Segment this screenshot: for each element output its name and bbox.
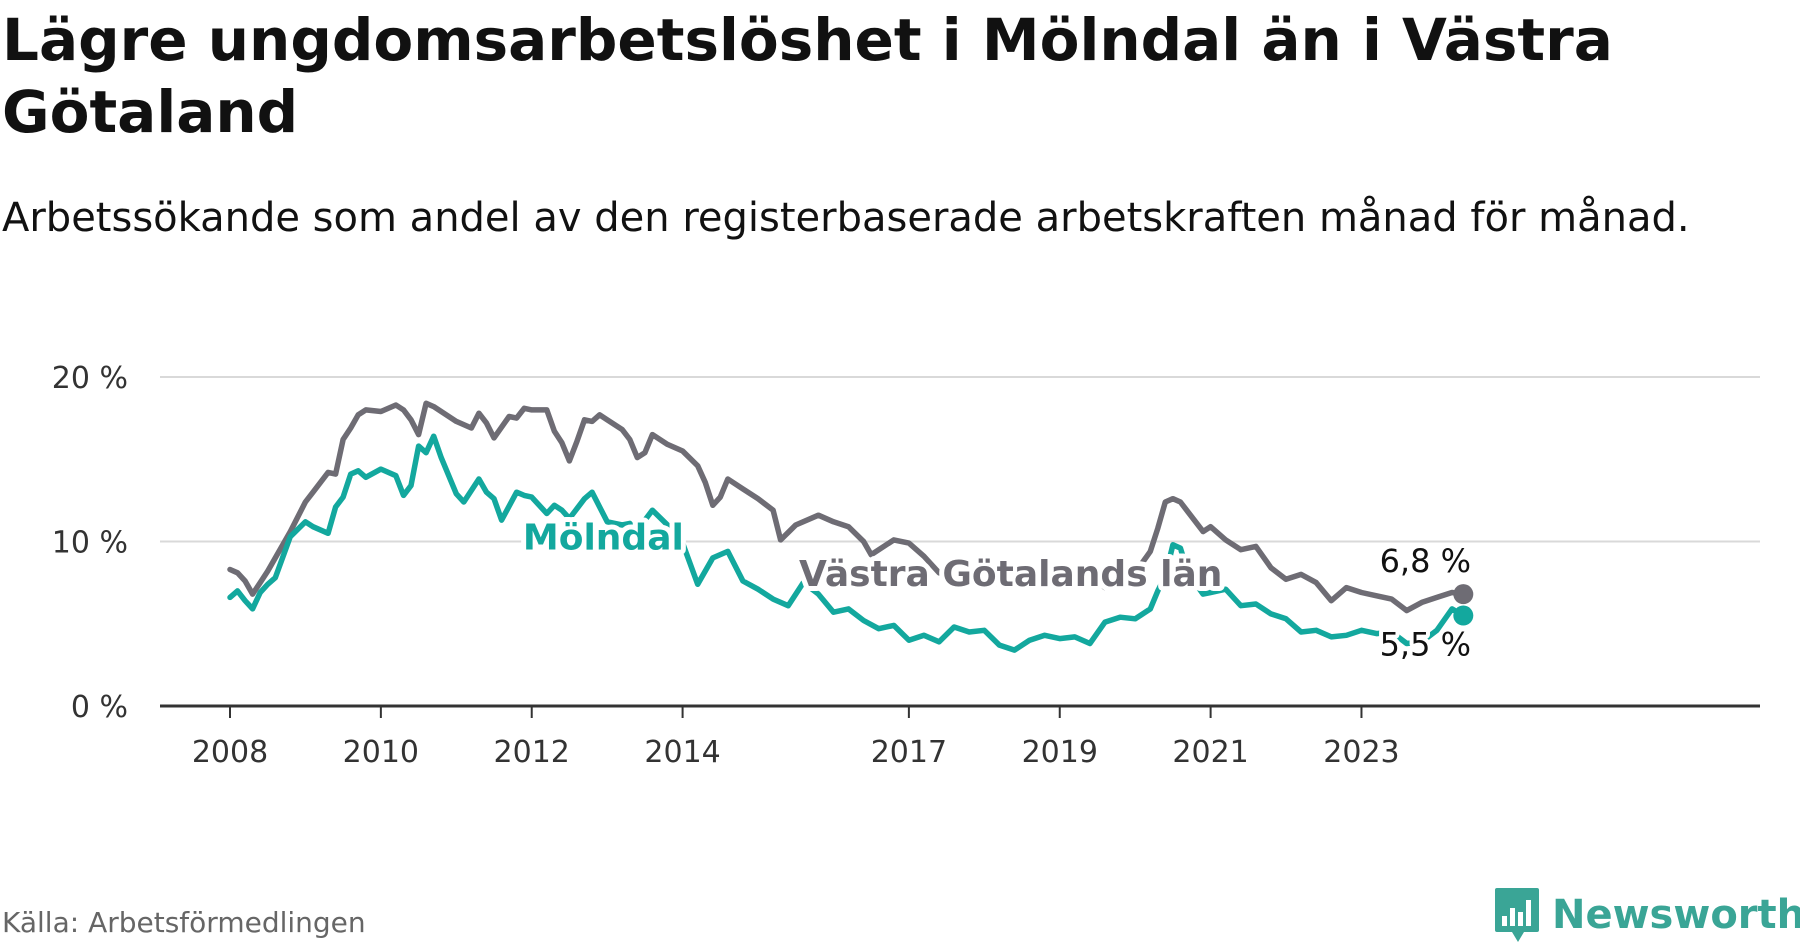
chart-subtitle: Arbetssökande som andel av den registerb… [2,195,1690,241]
brand-name: Newsworthy [1552,892,1800,938]
end-label-halo-molndal: 5,5 % [1380,626,1471,664]
series-line-vastra-gotaland [227,400,1467,614]
end-point-vastra-gotaland [1453,584,1474,605]
x-tick-label: 2014 [644,735,720,770]
x-tick-label: 2012 [494,735,570,770]
x-tick-label: 2008 [192,735,268,770]
series-line-molndal [227,433,1467,653]
series-label-molndal: Mölndal [523,518,684,559]
end-label-molndal: 5,5 % [1380,626,1471,664]
bar-chart-icon [1495,888,1539,942]
end-point-molndal [1453,605,1474,626]
y-tick-label: 10 % [52,526,128,561]
y-tick-label: 20 % [52,361,128,396]
x-tick-label: 2017 [871,735,947,770]
series-label-vastra-gotaland: Västra Götalands län [799,554,1222,595]
chart-title: Lägre ungdomsarbetslöshet i Mölndal än i… [2,6,1613,146]
newsworthy-logo: Newsworthy [1494,886,1800,944]
x-tick-label: 2019 [1022,735,1098,770]
x-tick-label: 2010 [343,735,419,770]
line-chart: 0 % 10 % 20 % 2008 2010 2012 2014 2017 2019 2021 2… [52,361,1760,770]
x-tick-label: 2023 [1323,735,1399,770]
end-label-vastra-gotaland: 6,8 % [1380,542,1471,580]
x-tick-label: 2021 [1172,735,1248,770]
end-label-halo-vastra-gotaland: 6,8 % [1380,542,1471,580]
source-note: Källa: Arbetsförmedlingen [2,906,366,939]
series-label-halo-vastra-gotaland: Västra Götalands län [799,554,1222,595]
series-label-halo-molndal: Mölndal [523,518,684,559]
y-tick-label: 0 % [71,690,128,725]
